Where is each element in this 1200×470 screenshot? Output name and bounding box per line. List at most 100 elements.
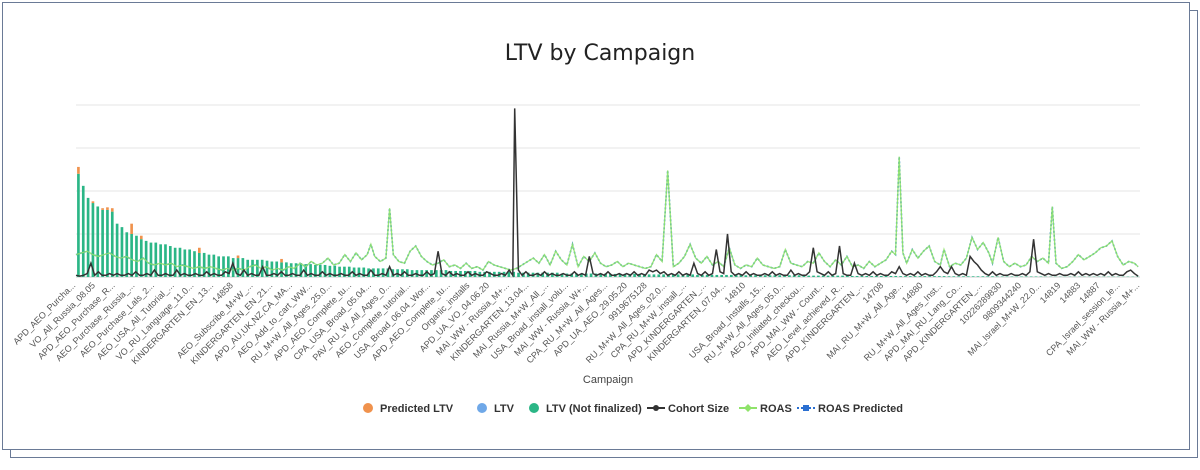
bar-ltv-not-finalized bbox=[168, 246, 172, 277]
bar-ltv-not-finalized bbox=[933, 276, 936, 277]
bar-ltv-not-finalized bbox=[1025, 276, 1028, 277]
bar-ltv-not-finalized bbox=[183, 249, 187, 277]
bar-ltv-not-finalized bbox=[768, 275, 772, 277]
bar-ltv-not-finalized bbox=[135, 235, 138, 277]
bar-ltv-not-finalized bbox=[662, 274, 665, 277]
bar-ltv-not-finalized bbox=[759, 275, 762, 277]
bar-ltv-not-finalized bbox=[130, 234, 133, 277]
bar-ltv-not-finalized bbox=[430, 270, 433, 277]
bar-ltv-not-finalized bbox=[357, 267, 361, 277]
bar-ltv-not-finalized bbox=[154, 242, 158, 277]
legend-label: ROAS Predicted bbox=[818, 403, 903, 415]
cohort-size-line bbox=[75, 108, 1139, 278]
bar-predicted-ltv bbox=[280, 258, 283, 263]
bar-ltv-not-finalized bbox=[739, 274, 743, 277]
bar-ltv-not-finalized bbox=[1010, 276, 1014, 277]
bar-ltv-not-finalized bbox=[294, 263, 298, 277]
bar-ltv-not-finalized bbox=[1034, 276, 1038, 277]
bar-ltv-not-finalized bbox=[241, 258, 245, 277]
bar-ltv-not-finalized bbox=[836, 275, 840, 277]
legend-item: Predicted LTV bbox=[363, 403, 454, 415]
bar-ltv-not-finalized bbox=[870, 275, 873, 277]
bar-ltv-not-finalized bbox=[957, 276, 960, 277]
bar-ltv-not-finalized bbox=[541, 272, 545, 277]
bar-ltv-not-finalized bbox=[991, 276, 994, 277]
legend-dot-icon bbox=[529, 403, 539, 413]
bar-ltv-not-finalized bbox=[763, 275, 767, 277]
bar-ltv-not-finalized bbox=[536, 272, 540, 277]
bar-ltv-not-finalized bbox=[817, 275, 820, 277]
legend: Predicted LTV LTV LTV (Not finalized) Cohor… bbox=[363, 403, 903, 415]
bar-ltv-not-finalized bbox=[821, 275, 825, 277]
bar-ltv-not-finalized bbox=[560, 273, 564, 277]
bar-predicted-ltv bbox=[110, 208, 114, 212]
bar-ltv-not-finalized bbox=[618, 273, 622, 277]
bar-ltv-not-finalized bbox=[236, 258, 240, 277]
bar-ltv-not-finalized bbox=[512, 271, 516, 277]
bar-ltv-not-finalized bbox=[285, 262, 288, 277]
bar-ltv-not-finalized bbox=[493, 271, 496, 277]
legend-dot-icon bbox=[653, 405, 659, 411]
bar-ltv-not-finalized bbox=[976, 276, 980, 277]
bar-ltv-not-finalized bbox=[478, 271, 482, 277]
bar-ltv-not-finalized bbox=[686, 274, 690, 277]
bar-ltv-not-finalized bbox=[376, 268, 380, 277]
bar-ltv-not-finalized bbox=[981, 276, 985, 277]
bar-ltv-not-finalized bbox=[115, 223, 119, 277]
bar-ltv-not-finalized bbox=[580, 273, 583, 277]
legend-square-icon bbox=[803, 405, 809, 411]
bar-ltv-not-finalized bbox=[318, 264, 322, 277]
bar-ltv-not-finalized bbox=[193, 251, 196, 277]
bar-ltv-not-finalized bbox=[1005, 276, 1009, 277]
bar-ltv-not-finalized bbox=[517, 272, 520, 277]
bar-ltv-not-finalized bbox=[77, 173, 80, 277]
bar-ltv-not-finalized bbox=[289, 263, 293, 277]
bar-ltv-not-finalized bbox=[904, 276, 907, 277]
bar-ltv-not-finalized bbox=[884, 275, 888, 277]
bar-ltv-not-finalized bbox=[850, 275, 854, 277]
bar-ltv-not-finalized bbox=[652, 274, 656, 277]
bar-predicted-ltv bbox=[236, 255, 240, 259]
bar-ltv-not-finalized bbox=[889, 275, 893, 277]
bar-ltv-not-finalized bbox=[676, 274, 680, 277]
bar-ltv-not-finalized bbox=[638, 273, 641, 277]
bar-ltv-not-finalized bbox=[352, 267, 356, 277]
bar-ltv-not-finalized bbox=[899, 276, 902, 277]
bar-ltv-not-finalized bbox=[633, 273, 636, 277]
bar-ltv-not-finalized bbox=[729, 274, 733, 277]
bar-ltv-not-finalized bbox=[831, 275, 835, 277]
bar-predicted-ltv bbox=[101, 208, 104, 210]
legend-label: LTV (Not finalized) bbox=[546, 403, 642, 415]
bar-ltv-not-finalized bbox=[1039, 276, 1043, 277]
legend-label: Predicted LTV bbox=[380, 403, 454, 415]
bar-ltv-not-finalized bbox=[106, 209, 109, 277]
bar-ltv-not-finalized bbox=[734, 274, 738, 277]
bar-ltv-not-finalized bbox=[507, 271, 511, 277]
bar-ltv-not-finalized bbox=[807, 275, 811, 277]
bar-ltv-not-finalized bbox=[256, 259, 259, 277]
bar-ltv-not-finalized bbox=[1029, 276, 1033, 277]
bar-ltv-not-finalized bbox=[599, 273, 603, 277]
bar-ltv-not-finalized bbox=[671, 274, 675, 277]
bar-predicted-ltv bbox=[106, 207, 109, 210]
bar-ltv-not-finalized bbox=[551, 272, 554, 277]
legend-label: LTV bbox=[494, 403, 515, 415]
bar-ltv-not-finalized bbox=[459, 270, 462, 277]
legend-label: ROAS bbox=[760, 403, 792, 415]
chart-title: LTV by Campaign bbox=[505, 41, 695, 66]
bar-ltv-not-finalized bbox=[333, 265, 337, 277]
x-tick-labels: APD_AEO_Purcha...VO_All_Russia_08.05APD_… bbox=[11, 280, 1141, 366]
bar-ltv-not-finalized bbox=[420, 270, 424, 277]
bar-ltv-not-finalized bbox=[343, 266, 346, 277]
bar-ltv-not-finalized bbox=[386, 268, 390, 277]
bar-ltv-not-finalized bbox=[962, 276, 965, 277]
legend-item: ROAS Predicted bbox=[797, 403, 903, 415]
bar-ltv-not-finalized bbox=[323, 264, 327, 277]
legend-item: Cohort Size bbox=[647, 403, 729, 415]
bar-ltv-not-finalized bbox=[783, 275, 786, 277]
bar-ltv-not-finalized bbox=[144, 240, 148, 277]
bar-ltv-not-finalized bbox=[1020, 276, 1023, 277]
bar-ltv-not-finalized bbox=[696, 274, 699, 277]
bar-ltv-not-finalized bbox=[91, 203, 95, 277]
bar-ltv-not-finalized bbox=[942, 276, 946, 277]
